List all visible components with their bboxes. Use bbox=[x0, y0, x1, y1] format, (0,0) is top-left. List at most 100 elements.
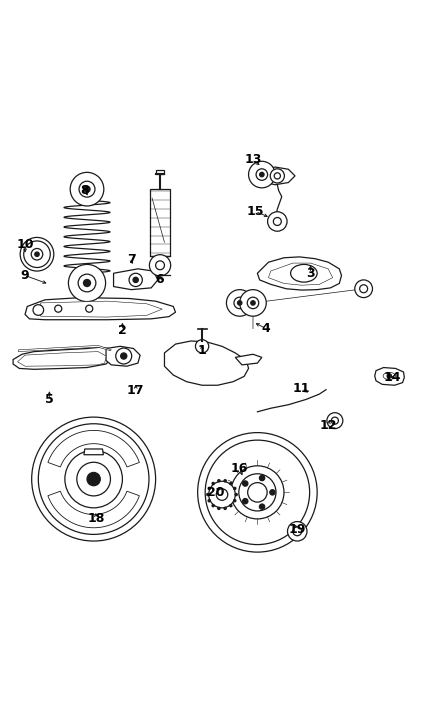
Text: 9: 9 bbox=[21, 269, 29, 282]
Circle shape bbox=[256, 169, 268, 181]
Circle shape bbox=[331, 417, 338, 424]
Text: 14: 14 bbox=[384, 371, 401, 384]
Circle shape bbox=[223, 507, 227, 510]
Circle shape bbox=[121, 353, 127, 359]
Circle shape bbox=[79, 181, 95, 197]
Circle shape bbox=[35, 252, 39, 256]
Circle shape bbox=[233, 499, 237, 502]
Circle shape bbox=[38, 424, 149, 534]
Circle shape bbox=[234, 297, 246, 309]
Polygon shape bbox=[258, 257, 341, 290]
Text: 6: 6 bbox=[156, 274, 164, 286]
Circle shape bbox=[217, 507, 221, 510]
Circle shape bbox=[87, 472, 100, 486]
Circle shape bbox=[78, 274, 96, 292]
Polygon shape bbox=[25, 298, 175, 320]
Circle shape bbox=[251, 301, 255, 305]
Circle shape bbox=[248, 483, 267, 502]
Circle shape bbox=[129, 273, 143, 287]
Circle shape bbox=[116, 348, 132, 364]
Polygon shape bbox=[84, 449, 103, 455]
Polygon shape bbox=[18, 345, 111, 352]
Polygon shape bbox=[114, 269, 158, 290]
Circle shape bbox=[84, 186, 90, 192]
Text: 13: 13 bbox=[244, 153, 262, 166]
Circle shape bbox=[198, 432, 317, 552]
Circle shape bbox=[242, 481, 248, 486]
Circle shape bbox=[229, 504, 233, 507]
Circle shape bbox=[234, 493, 238, 496]
Ellipse shape bbox=[383, 373, 396, 379]
Circle shape bbox=[205, 440, 309, 545]
Circle shape bbox=[211, 504, 215, 507]
Circle shape bbox=[239, 474, 276, 511]
Circle shape bbox=[216, 488, 228, 500]
Circle shape bbox=[259, 504, 265, 510]
Circle shape bbox=[77, 462, 111, 496]
Circle shape bbox=[33, 305, 44, 315]
Polygon shape bbox=[13, 347, 111, 369]
Circle shape bbox=[360, 285, 368, 293]
Circle shape bbox=[32, 417, 155, 541]
Text: 19: 19 bbox=[289, 523, 306, 537]
Circle shape bbox=[24, 241, 50, 267]
Circle shape bbox=[207, 499, 211, 502]
Circle shape bbox=[260, 173, 264, 177]
Polygon shape bbox=[375, 368, 404, 385]
Circle shape bbox=[247, 297, 259, 309]
Circle shape bbox=[206, 493, 210, 496]
Polygon shape bbox=[40, 301, 162, 317]
Circle shape bbox=[270, 490, 275, 495]
Circle shape bbox=[150, 255, 170, 276]
Polygon shape bbox=[262, 167, 295, 185]
Circle shape bbox=[226, 290, 253, 316]
Circle shape bbox=[133, 277, 139, 282]
Polygon shape bbox=[235, 355, 262, 365]
Text: 15: 15 bbox=[246, 205, 264, 218]
Circle shape bbox=[274, 218, 281, 226]
Circle shape bbox=[86, 305, 93, 312]
Circle shape bbox=[195, 340, 209, 353]
Polygon shape bbox=[48, 491, 139, 528]
Text: 20: 20 bbox=[206, 486, 224, 499]
Text: 11: 11 bbox=[293, 382, 310, 395]
Circle shape bbox=[238, 301, 242, 305]
Text: 1: 1 bbox=[198, 344, 206, 357]
Circle shape bbox=[387, 373, 392, 378]
Polygon shape bbox=[151, 189, 170, 256]
Text: 10: 10 bbox=[16, 238, 34, 251]
Circle shape bbox=[293, 527, 301, 536]
Text: 2: 2 bbox=[118, 324, 127, 337]
Bar bbox=[155, 170, 164, 174]
Circle shape bbox=[65, 451, 123, 508]
Circle shape bbox=[55, 305, 62, 312]
Circle shape bbox=[259, 475, 265, 480]
Text: 8: 8 bbox=[80, 184, 89, 197]
Polygon shape bbox=[106, 347, 140, 366]
Circle shape bbox=[223, 479, 227, 483]
Text: 17: 17 bbox=[127, 384, 144, 397]
Circle shape bbox=[211, 482, 215, 486]
Circle shape bbox=[207, 486, 211, 490]
Ellipse shape bbox=[291, 264, 317, 282]
Circle shape bbox=[288, 521, 307, 541]
Text: 4: 4 bbox=[262, 322, 271, 335]
Circle shape bbox=[327, 413, 343, 429]
Circle shape bbox=[270, 169, 285, 183]
Circle shape bbox=[70, 173, 104, 206]
Circle shape bbox=[155, 261, 164, 269]
Circle shape bbox=[209, 481, 235, 508]
Circle shape bbox=[233, 486, 237, 490]
Circle shape bbox=[242, 499, 248, 504]
Polygon shape bbox=[164, 341, 249, 385]
Circle shape bbox=[240, 290, 266, 316]
Circle shape bbox=[31, 248, 43, 260]
Text: 7: 7 bbox=[127, 253, 135, 266]
Circle shape bbox=[268, 212, 287, 232]
Circle shape bbox=[355, 280, 373, 298]
Circle shape bbox=[68, 264, 106, 301]
Text: 5: 5 bbox=[45, 393, 54, 406]
Circle shape bbox=[249, 162, 275, 188]
Polygon shape bbox=[48, 430, 139, 467]
Circle shape bbox=[229, 482, 233, 486]
